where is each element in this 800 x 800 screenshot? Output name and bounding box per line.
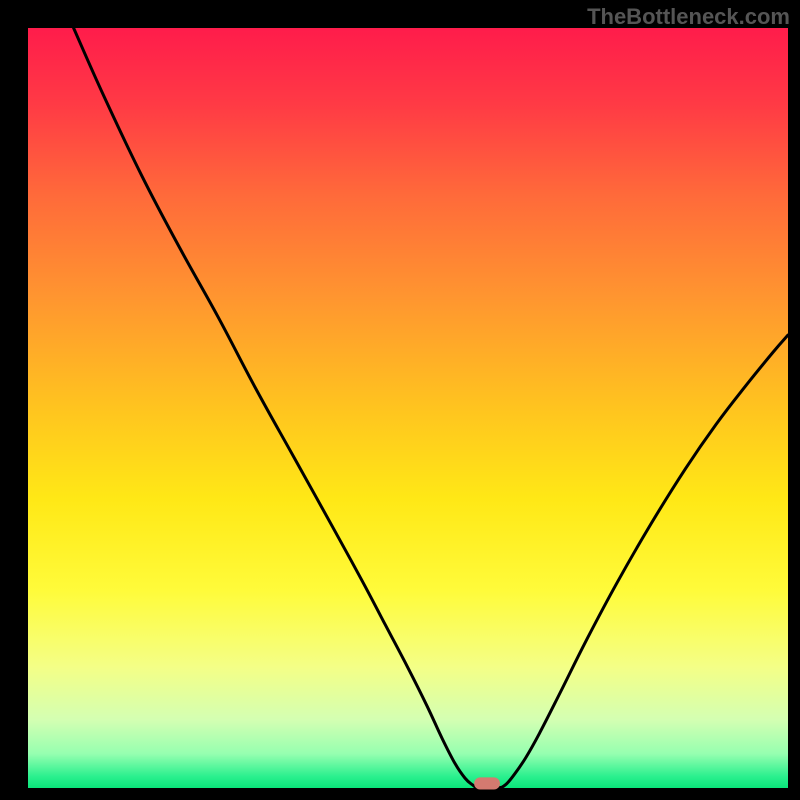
chart-marker (474, 777, 500, 789)
chart-background (28, 28, 788, 788)
bottleneck-chart: TheBottleneck.com (0, 0, 800, 800)
watermark-label: TheBottleneck.com (587, 4, 790, 30)
chart-svg (0, 0, 800, 800)
